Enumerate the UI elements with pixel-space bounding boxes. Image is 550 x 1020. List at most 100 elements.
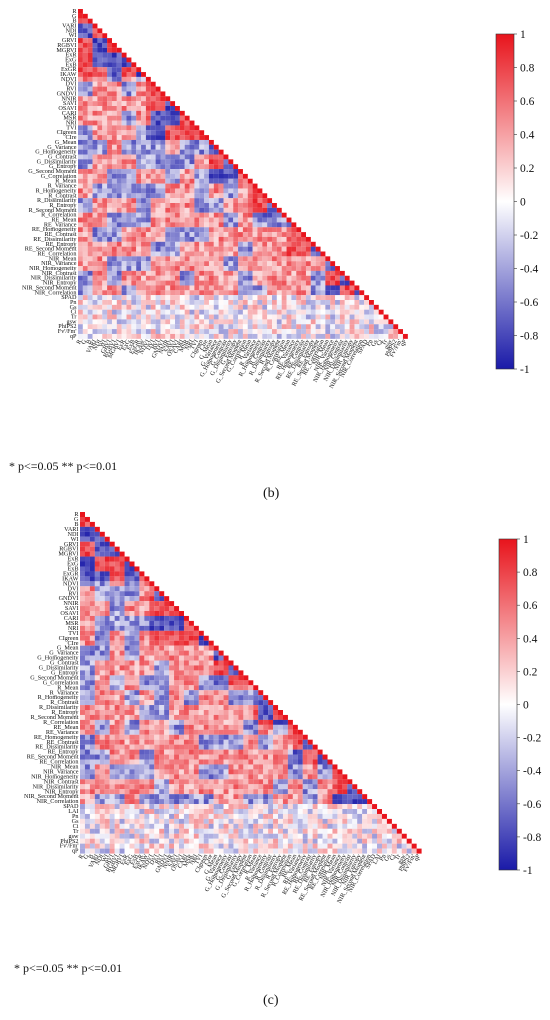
matrix-cell	[97, 218, 102, 223]
matrix-cell	[209, 745, 214, 750]
matrix-cell	[402, 839, 407, 844]
matrix-cell	[170, 125, 175, 130]
matrix-cell	[253, 789, 258, 794]
matrix-cell	[139, 819, 144, 824]
matrix-cell	[190, 121, 195, 126]
matrix-cell	[117, 266, 122, 271]
matrix-cell	[258, 735, 263, 740]
matrix-cell	[283, 745, 288, 750]
matrix-cell	[83, 276, 88, 281]
matrix-cell	[180, 188, 185, 193]
matrix-cell	[214, 764, 219, 769]
matrix-cell	[185, 130, 190, 135]
matrix-cell	[311, 290, 316, 295]
matrix-cell	[154, 819, 159, 824]
matrix-cell	[139, 764, 144, 769]
matrix-cell	[110, 557, 115, 562]
matrix-cell	[204, 769, 209, 774]
matrix-cell	[160, 218, 165, 223]
matrix-cell	[194, 179, 199, 184]
matrix-cell	[282, 247, 287, 252]
matrix-cell	[248, 844, 253, 849]
matrix-cell	[296, 276, 301, 281]
matrix-cell	[100, 606, 105, 611]
matrix-cell	[93, 193, 98, 198]
matrix-cell	[169, 839, 174, 844]
matrix-cell	[156, 121, 161, 126]
matrix-cell	[243, 779, 248, 784]
matrix-cell	[262, 310, 267, 315]
matrix-cell	[120, 646, 125, 651]
matrix-cell	[238, 715, 243, 720]
matrix-cell	[298, 784, 303, 789]
matrix-cell	[224, 784, 229, 789]
matrix-cell	[243, 232, 248, 237]
matrix-cell	[102, 247, 107, 252]
matrix-cell	[263, 750, 268, 755]
matrix-cell	[224, 159, 229, 164]
matrix-cell	[335, 271, 340, 276]
matrix-cell	[301, 334, 306, 339]
matrix-cell	[139, 665, 144, 670]
matrix-cell	[125, 819, 130, 824]
matrix-cell	[125, 601, 130, 606]
matrix-cell	[85, 740, 90, 745]
matrix-cell	[194, 695, 199, 700]
matrix-cell	[185, 174, 190, 179]
matrix-cell	[122, 184, 127, 189]
matrix-cell	[122, 125, 127, 130]
matrix-cell	[323, 819, 328, 824]
matrix-cell	[243, 305, 248, 310]
matrix-cell	[88, 227, 93, 232]
matrix-cell	[175, 213, 180, 218]
matrix-cell	[257, 266, 262, 271]
matrix-cell	[258, 834, 263, 839]
matrix-cell	[170, 334, 175, 339]
matrix-cell	[233, 193, 238, 198]
matrix-cell	[83, 48, 88, 53]
matrix-cell	[224, 271, 229, 276]
matrix-cell	[219, 310, 224, 315]
matrix-cell	[146, 305, 151, 310]
matrix-cell	[185, 247, 190, 252]
matrix-cell	[311, 261, 316, 266]
matrix-cell	[102, 227, 107, 232]
matrix-cell	[83, 150, 88, 155]
matrix-cell	[78, 91, 83, 96]
matrix-cell	[180, 252, 185, 257]
matrix-cell	[253, 329, 258, 334]
matrix-cell	[214, 839, 219, 844]
matrix-cell	[199, 755, 204, 760]
matrix-cell	[257, 300, 262, 305]
matrix-cell	[85, 814, 90, 819]
matrix-cell	[141, 247, 146, 252]
matrix-cell	[85, 685, 90, 690]
matrix-cell	[144, 809, 149, 814]
matrix-cell	[311, 319, 316, 324]
matrix-cell	[144, 789, 149, 794]
matrix-cell	[131, 77, 136, 82]
matrix-cell	[160, 130, 165, 135]
matrix-cell	[102, 155, 107, 160]
matrix-cell	[311, 285, 316, 290]
matrix-cell	[112, 130, 117, 135]
matrix-cell	[131, 242, 136, 247]
matrix-cell	[127, 252, 132, 257]
matrix-cell	[257, 305, 262, 310]
matrix-cell	[243, 256, 248, 261]
matrix-cell	[127, 101, 132, 106]
matrix-cell	[253, 740, 258, 745]
matrix-cell	[144, 755, 149, 760]
matrix-cell	[131, 145, 136, 150]
matrix-cell	[159, 804, 164, 809]
matrix-cell	[263, 769, 268, 774]
matrix-cell	[224, 315, 229, 320]
matrix-cell	[189, 809, 194, 814]
matrix-cell	[165, 290, 170, 295]
matrix-cell	[115, 849, 120, 854]
matrix-cell	[90, 656, 95, 661]
matrix-cell	[248, 730, 253, 735]
matrix-cell	[248, 300, 253, 305]
matrix-cell	[139, 596, 144, 601]
matrix-cell	[253, 247, 258, 252]
